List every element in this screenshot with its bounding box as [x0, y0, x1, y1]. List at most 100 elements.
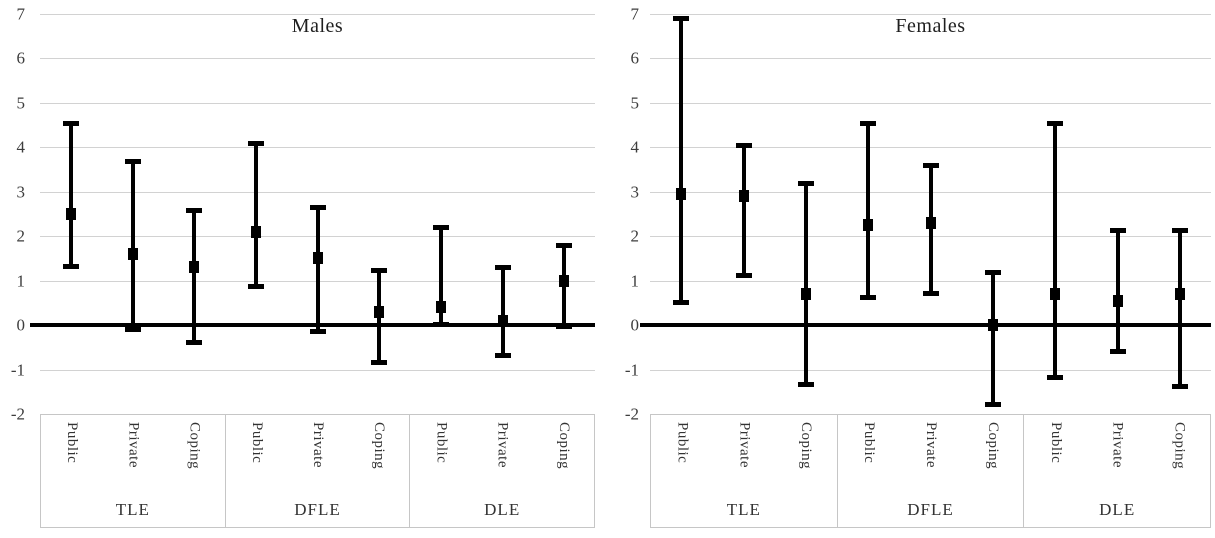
y-tick-label: 3 — [630, 182, 640, 202]
ci-line — [679, 18, 684, 303]
ci-line — [438, 227, 443, 326]
ci-lower-cap — [922, 291, 939, 296]
subcategory-slot: Private — [713, 422, 775, 498]
subcategory-label-public: Public — [248, 422, 265, 464]
subcategory-row: Public Private Coping — [410, 415, 594, 498]
subcategory-row: Public Private Coping — [226, 415, 410, 498]
y-axis-females: 7 6 5 4 3 2 1 0 -1 -2 — [608, 6, 644, 423]
ci-upper-cap — [62, 120, 79, 126]
group-label-tle: TLE — [726, 500, 761, 519]
ci-lower-cap — [1171, 384, 1188, 390]
subcategory-label-coping: Coping — [1171, 422, 1188, 470]
gridline — [650, 102, 1211, 104]
gridline — [40, 147, 595, 149]
subcategory-row: Public Private Coping — [1024, 415, 1210, 498]
ci-line — [866, 122, 871, 299]
group-label-dle: DLE — [1099, 500, 1136, 519]
ci-line — [500, 267, 505, 357]
category-group-dfle: Public Private Coping DFLE — [224, 415, 410, 527]
y-axis-males: 7 6 5 4 3 2 1 0 -1 -2 — [0, 6, 30, 423]
subcategory-label-public: Public — [1047, 422, 1064, 464]
category-group-dle: Public Private Coping DLE — [1023, 415, 1210, 527]
subcategory-slot: Public — [651, 422, 713, 498]
ci-line — [1177, 229, 1182, 388]
ci-lower-cap — [309, 328, 326, 334]
y-tick-label: 1 — [630, 271, 640, 291]
subcategory-label-private: Private — [125, 422, 142, 468]
subcategory-slot: Coping — [775, 422, 837, 498]
plot-area-males: Males — [30, 14, 595, 415]
category-axis-males: Public Private Coping TLE Public Private Copin… — [40, 414, 595, 528]
chart-title-males: Males — [291, 15, 344, 37]
gridline — [650, 369, 1211, 371]
y-tick-label: -1 — [624, 360, 639, 380]
group-label-dle: DLE — [484, 500, 521, 519]
y-tick-label: 5 — [630, 93, 640, 113]
subcategory-label-coping: Coping — [555, 422, 572, 470]
subcategory-slot: Private — [287, 422, 348, 498]
ci-lower-cap — [494, 353, 511, 359]
chart-title-females: Females — [895, 15, 966, 37]
gridline — [650, 147, 1211, 149]
estimate-marker — [374, 305, 385, 318]
estimate-marker — [1174, 288, 1185, 300]
estimate-marker — [863, 219, 874, 232]
subcategory-label-coping: Coping — [186, 422, 203, 470]
ci-line — [803, 182, 808, 386]
zero-line — [640, 323, 1211, 328]
group-label-tle: TLE — [115, 500, 150, 519]
gridline — [40, 58, 595, 60]
ci-line — [928, 165, 933, 294]
ci-lower-cap — [186, 339, 203, 345]
ci-upper-cap — [860, 120, 877, 126]
ci-lower-cap — [673, 299, 690, 305]
subcategory-slot: Public — [226, 422, 287, 498]
y-tick-label: 0 — [630, 315, 640, 335]
group-label-dfle: DFLE — [294, 500, 341, 519]
y-tick-label: 0 — [16, 315, 26, 335]
category-group-tle: Public Private Coping TLE — [650, 415, 837, 527]
ci-lower-cap — [984, 402, 1001, 408]
estimate-marker — [250, 225, 261, 238]
y-tick-label: 6 — [630, 48, 640, 68]
ci-upper-cap — [432, 225, 449, 231]
estimate-marker — [127, 248, 138, 260]
ci-lower-cap — [1047, 375, 1064, 381]
ci-line — [315, 207, 320, 332]
subcategory-slot: Private — [900, 422, 962, 498]
ci-upper-cap — [922, 163, 939, 169]
subcategory-label-coping: Coping — [798, 422, 815, 470]
y-tick-label: 4 — [16, 137, 26, 157]
ci-line — [253, 142, 258, 288]
zero-line — [30, 323, 595, 328]
y-tick-label: -1 — [10, 360, 25, 380]
gridline — [650, 58, 1211, 60]
category-group-dle: Public Private Coping DLE — [409, 415, 594, 527]
ci-upper-cap — [556, 243, 573, 249]
y-tick-label: 2 — [630, 226, 640, 246]
estimate-marker — [497, 314, 508, 327]
ci-line — [1115, 229, 1120, 352]
subcategory-label-private: Private — [494, 422, 511, 468]
subcategory-slot: Public — [838, 422, 900, 498]
ci-lower-cap — [124, 326, 141, 332]
ci-upper-cap — [124, 158, 141, 164]
subcategory-slot: Coping — [348, 422, 409, 498]
gridline — [650, 14, 1211, 15]
subcategory-label-public: Public — [64, 422, 81, 464]
ci-line — [990, 271, 995, 406]
subcategory-row: Public Private Coping — [838, 415, 1024, 498]
subcategory-slot: Private — [102, 422, 163, 498]
ci-lower-cap — [247, 284, 264, 290]
y-tick-label: 6 — [16, 48, 26, 68]
subcategory-row: Public Private Coping — [651, 415, 837, 498]
gridline — [40, 369, 595, 371]
ci-upper-cap — [1109, 227, 1126, 233]
y-tick-label: 7 — [16, 4, 26, 24]
chart-females: 7 6 5 4 3 2 1 0 -1 -2 Females Public Private Coping… — [608, 0, 1215, 538]
estimate-marker — [676, 188, 687, 200]
gridline — [40, 14, 595, 15]
category-axis-females: Public Private Coping TLE Public Private Copin… — [650, 414, 1211, 528]
chart-males: 7 6 5 4 3 2 1 0 -1 -2 Males Public Private Coping TL… — [0, 0, 607, 538]
